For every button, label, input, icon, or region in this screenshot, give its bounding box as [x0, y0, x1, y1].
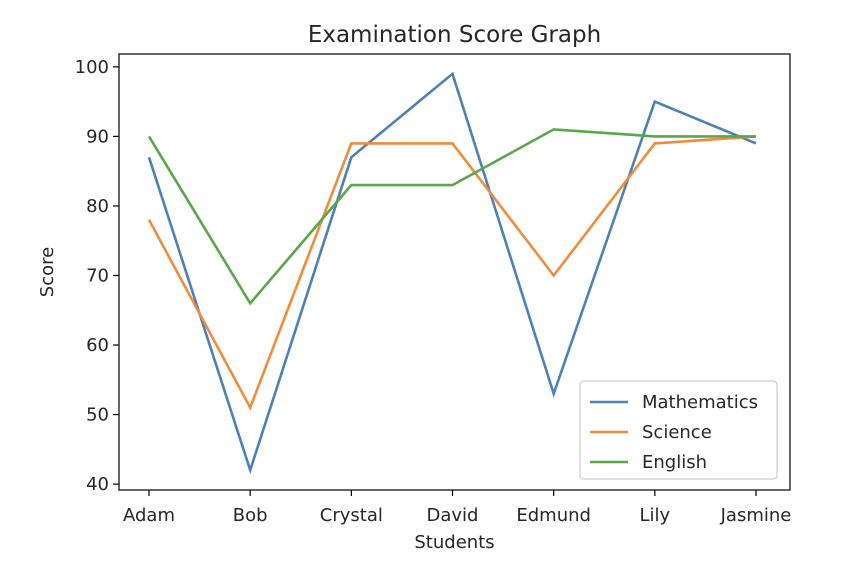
- plot-lines: [147, 71, 757, 475]
- y-tick-label: 90: [86, 126, 109, 147]
- y-tick-label: 40: [86, 474, 109, 495]
- y-tick-label: 50: [86, 405, 109, 426]
- legend-label: Mathematics: [642, 392, 758, 413]
- x-tick-label: David: [427, 505, 479, 526]
- y-tick-label: 70: [86, 265, 109, 286]
- x-tick-label: Edmund: [516, 505, 591, 526]
- series-line-science: [147, 135, 757, 411]
- legend-label: Science: [642, 422, 712, 443]
- x-tick-label: Lily: [639, 505, 670, 526]
- legend: Mathematics Science English: [579, 380, 778, 480]
- x-axis: Adam Bob Crystal David Edmund Lily Jasmine: [123, 490, 791, 526]
- y-tick-label: 80: [86, 196, 109, 217]
- legend-label: English: [642, 452, 707, 473]
- legend-box: [579, 380, 778, 480]
- y-axis-label: Score: [37, 247, 58, 297]
- plot-frame: [118, 53, 791, 491]
- chart-title: Examination Score Graph: [308, 22, 601, 48]
- x-tick-label: Bob: [233, 505, 268, 526]
- y-tick-label: 100: [75, 57, 109, 78]
- series-line-english: [147, 128, 756, 306]
- x-axis-label: Students: [414, 532, 494, 553]
- x-tick-label: Adam: [123, 505, 175, 526]
- y-axis: 40 50 60 70 80 90 100: [75, 57, 119, 495]
- x-tick-label: Crystal: [320, 505, 383, 526]
- x-tick-label: Jasmine: [720, 505, 792, 526]
- y-tick-label: 60: [86, 335, 109, 356]
- series-line-mathematics: [147, 71, 757, 475]
